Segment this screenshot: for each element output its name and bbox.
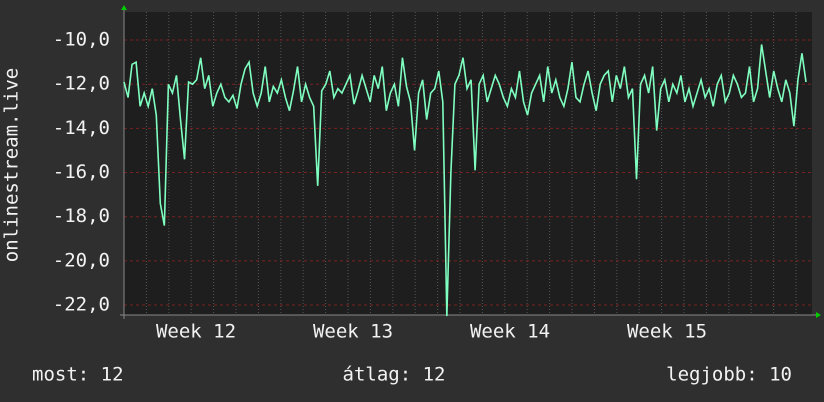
x-tick-label: Week 13 (313, 321, 393, 343)
y-tick-label: -20,0 (53, 249, 110, 271)
series-line (123, 44, 807, 317)
footer-stat: átlag: 12 (343, 364, 446, 386)
axis-arrow (816, 312, 821, 318)
x-tick-label: Week 12 (156, 321, 236, 343)
y-tick-label: -10,0 (53, 29, 110, 51)
y-tick-label: -14,0 (53, 117, 110, 139)
y-tick-label: -12,0 (53, 73, 110, 95)
y-tick-label: -18,0 (53, 205, 110, 227)
x-tick-label: Week 14 (470, 321, 550, 343)
y-axis-title: onlinestream.live (1, 68, 23, 262)
footer-stat: legjobb: 10 (666, 364, 792, 386)
y-tick-label: -22,0 (53, 294, 110, 316)
footer-stat: most: 12 (32, 364, 124, 386)
axis-arrow (121, 5, 127, 10)
x-tick-label: Week 15 (627, 321, 707, 343)
plot-area (124, 12, 812, 315)
y-tick-label: -16,0 (53, 161, 110, 183)
